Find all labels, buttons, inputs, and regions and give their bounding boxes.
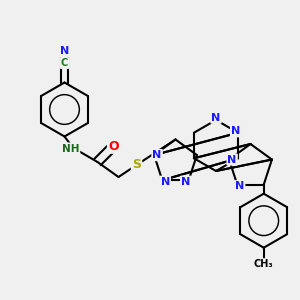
Text: C: C [61, 58, 68, 68]
Text: N: N [235, 181, 244, 191]
Text: N: N [227, 154, 237, 164]
Text: N: N [181, 177, 190, 187]
Text: NH: NH [62, 143, 79, 154]
Text: CH₃: CH₃ [254, 259, 274, 269]
Text: N: N [212, 112, 220, 123]
Text: O: O [108, 140, 119, 153]
Text: S: S [132, 158, 141, 172]
Text: N: N [231, 126, 240, 136]
Text: N: N [160, 177, 170, 187]
Text: N: N [60, 46, 69, 56]
Text: N: N [152, 150, 162, 160]
